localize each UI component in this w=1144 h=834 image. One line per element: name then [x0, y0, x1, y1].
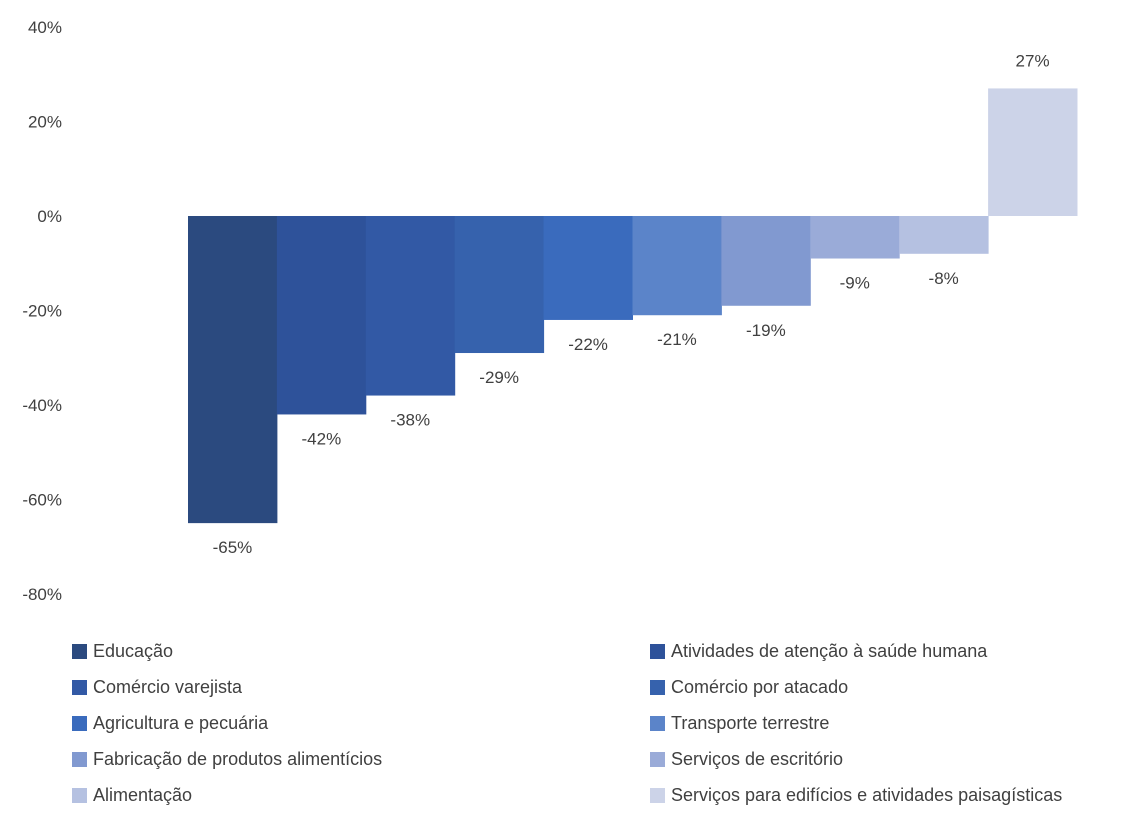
bar	[543, 216, 633, 320]
legend-label: Educação	[93, 640, 174, 661]
bar	[188, 216, 278, 524]
legend-label: Comércio por atacado	[671, 676, 849, 697]
data-label: -65%	[213, 538, 253, 557]
y-tick-label: 20%	[28, 113, 62, 132]
y-tick-label: -80%	[22, 585, 62, 604]
legend-label: Transporte terrestre	[671, 712, 830, 733]
legend-item: Comércio varejista	[72, 672, 242, 702]
data-label: -29%	[479, 368, 519, 387]
legend-label: Agricultura e pecuária	[93, 712, 269, 733]
data-label: 27%	[1016, 51, 1050, 70]
legend-item: Educação	[72, 636, 173, 666]
data-label: -38%	[390, 411, 430, 430]
bar	[632, 216, 722, 316]
bar	[899, 216, 989, 254]
legend-swatch	[650, 751, 665, 767]
legend-swatch	[650, 679, 665, 695]
legend-swatch	[72, 787, 87, 803]
bar	[365, 216, 456, 396]
legend-item: Agricultura e pecuária	[72, 708, 268, 738]
bar	[721, 216, 811, 306]
legend-item: Serviços de escritório	[650, 744, 843, 774]
legend-swatch	[650, 643, 665, 659]
legend-label: Alimentação	[93, 784, 193, 805]
data-label: -9%	[840, 274, 870, 293]
y-tick-label: 40%	[28, 18, 62, 37]
bar-chart: 40% 20% 0% -20% -40% -60% -80% -65% -42% -38% -29%…	[22, 18, 1078, 604]
data-label: -42%	[302, 429, 342, 448]
data-label: -8%	[929, 269, 959, 288]
legend-item: Alimentação	[72, 780, 192, 810]
legend-label: Comércio varejista	[93, 676, 243, 697]
legend-label: Serviços para edifícios e atividades pai…	[671, 784, 1063, 805]
legend-item: Serviços para edifícios e atividades pai…	[650, 780, 1062, 810]
data-label: -21%	[657, 330, 697, 349]
bar	[988, 88, 1078, 216]
data-label: -19%	[746, 321, 786, 340]
y-tick-label: -40%	[22, 396, 62, 415]
data-label: -22%	[568, 335, 608, 354]
y-tick-label: -20%	[22, 302, 62, 321]
legend-label: Atividades de atenção à saúde humana	[671, 640, 988, 661]
legend-swatch	[72, 679, 87, 695]
legend-swatch	[72, 643, 87, 659]
legend-swatch	[72, 751, 87, 767]
y-tick-label: 0%	[37, 207, 62, 226]
bar	[276, 216, 367, 415]
legend-label: Serviços de escritório	[671, 748, 844, 769]
legend-swatch	[72, 715, 87, 731]
legend-label: Fabricação de produtos alimentícios	[93, 748, 383, 769]
legend-item: Comércio por atacado	[650, 672, 848, 702]
bar	[810, 216, 900, 259]
y-tick-label: -60%	[22, 491, 62, 510]
legend-item: Atividades de atenção à saúde humana	[650, 636, 987, 666]
legend-item: Transporte terrestre	[650, 708, 829, 738]
legend-item: Fabricação de produtos alimentícios	[72, 744, 382, 774]
chart-legend: Educação Atividades de atenção à saúde hu…	[72, 636, 1144, 834]
bar	[454, 216, 545, 354]
legend-swatch	[650, 787, 665, 803]
legend-swatch	[650, 715, 665, 731]
